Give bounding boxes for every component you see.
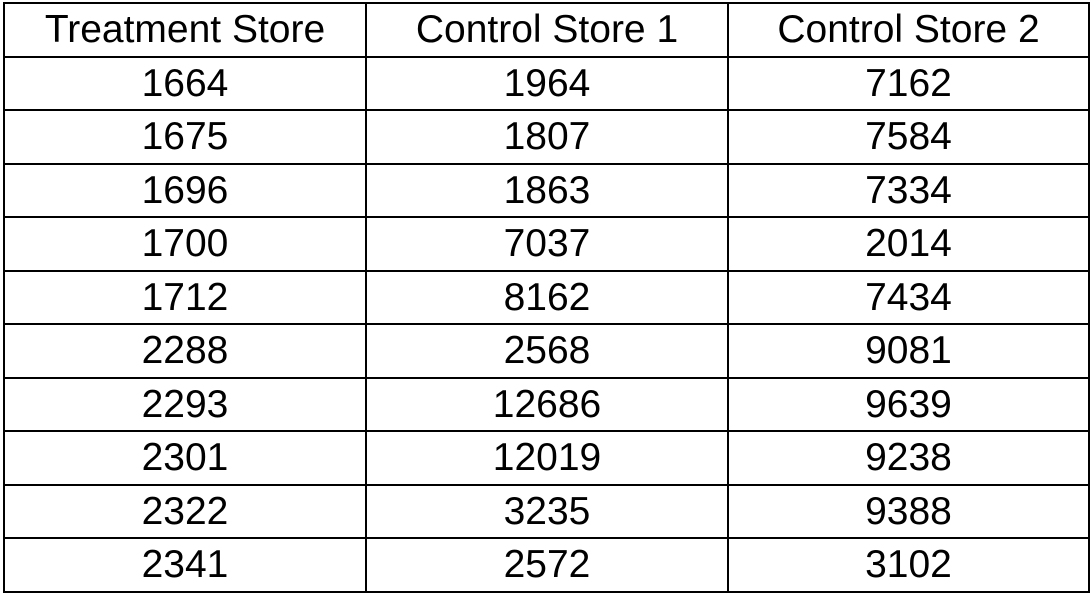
table-row: 1696 1863 7334 [3,162,1090,218]
control-store-2-cell: 7334 [727,162,1090,218]
control-store-1-cell: 2568 [365,323,729,379]
control-store-2-cell: 9081 [727,323,1090,379]
control-store-2-cell: 9388 [727,483,1090,539]
control-store-2-cell: 9238 [727,430,1090,486]
treatment-store-cell: 1664 [3,55,367,111]
control-store-2-cell: 7162 [727,55,1090,111]
control-store-1-cell: 2572 [365,537,729,593]
column-header-treatment-store: Treatment Store [3,2,367,58]
control-store-1-cell: 1964 [365,55,729,111]
control-store-1-cell: 7037 [365,216,729,272]
treatment-store-cell: 2293 [3,376,367,432]
table-row: 1664 1964 7162 [3,55,1090,111]
control-store-1-cell: 8162 [365,269,729,325]
treatment-store-cell: 1696 [3,162,367,218]
control-store-1-cell: 12686 [365,376,729,432]
table-row: 1712 8162 7434 [3,269,1090,325]
column-header-control-store-1: Control Store 1 [365,2,729,58]
control-store-2-cell: 9639 [727,376,1090,432]
table-row: 2341 2572 3102 [3,537,1090,593]
control-store-2-cell: 2014 [727,216,1090,272]
control-store-2-cell: 7434 [727,269,1090,325]
table-row: 1675 1807 7584 [3,109,1090,165]
treatment-store-cell: 1675 [3,109,367,165]
treatment-store-cell: 2301 [3,430,367,486]
treatment-store-cell: 2322 [3,483,367,539]
store-table: Treatment Store Control Store 1 Control … [3,2,1090,593]
table-row: 2293 12686 9639 [3,376,1090,432]
treatment-store-cell: 1712 [3,269,367,325]
treatment-store-cell: 2288 [3,323,367,379]
treatment-store-cell: 1700 [3,216,367,272]
control-store-1-cell: 3235 [365,483,729,539]
treatment-store-cell: 2341 [3,537,367,593]
table-row: 2301 12019 9238 [3,430,1090,486]
table-row: 2288 2568 9081 [3,323,1090,379]
control-store-1-cell: 1863 [365,162,729,218]
control-store-2-cell: 3102 [727,537,1090,593]
control-store-2-cell: 7584 [727,109,1090,165]
table-row: 2322 3235 9388 [3,483,1090,539]
table-header-row: Treatment Store Control Store 1 Control … [3,2,1090,58]
control-store-1-cell: 1807 [365,109,729,165]
table-row: 1700 7037 2014 [3,216,1090,272]
control-store-1-cell: 12019 [365,430,729,486]
column-header-control-store-2: Control Store 2 [727,2,1090,58]
